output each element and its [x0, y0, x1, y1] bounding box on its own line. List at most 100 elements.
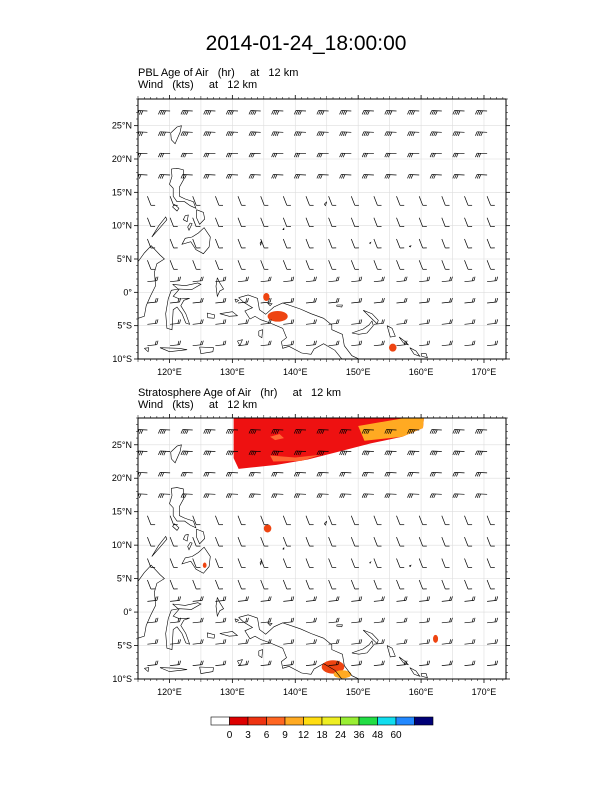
wind-barb [407, 174, 420, 179]
wind-barb [328, 238, 337, 249]
wind-barb [351, 319, 363, 325]
wind-barb [429, 429, 442, 434]
coastline [199, 666, 214, 674]
wind-barb [147, 238, 156, 249]
wind-barb [429, 152, 442, 158]
lat-tick-label: 5°N [117, 574, 132, 584]
lat-tick-label: 10°S [112, 354, 132, 364]
wind-barb [487, 298, 499, 304]
coastline [386, 645, 396, 658]
colorbar-label: 9 [282, 730, 288, 741]
coastline [144, 347, 150, 353]
wind-barb [305, 617, 317, 624]
coastline [369, 561, 372, 564]
wind-barb [475, 131, 488, 137]
coastline [336, 304, 343, 308]
wind-barb [487, 639, 499, 645]
coastline [409, 347, 421, 357]
wind-barb [305, 340, 317, 347]
wind-barb [271, 429, 284, 434]
wind-barb [418, 558, 427, 568]
colorbar-swatch [247, 716, 267, 726]
wind-barb [305, 196, 314, 206]
wind-barb [192, 238, 201, 249]
wind-barb [396, 276, 408, 283]
coastline [323, 520, 327, 526]
wind-barb [373, 536, 382, 547]
wind-barb [396, 515, 405, 526]
coastline [234, 618, 240, 623]
wind-barb [373, 579, 382, 590]
strat-blob-2 [202, 562, 207, 568]
coastline [282, 546, 285, 550]
wind-barb [305, 276, 317, 283]
wind-barb [237, 260, 246, 270]
wind-barb [361, 450, 374, 456]
wind-barb [305, 558, 314, 568]
colorbar-label: 12 [298, 730, 310, 741]
wind-barb [351, 596, 363, 602]
wind-barb [361, 110, 374, 115]
wind-barb [418, 196, 427, 206]
wind-barb [396, 639, 408, 645]
wind-barb [486, 536, 495, 547]
wind-barb [215, 596, 227, 602]
lon-tick-label: 150°E [346, 687, 371, 697]
wind-barb [158, 110, 171, 115]
wind-barb [384, 450, 397, 456]
wind-barb [441, 596, 453, 602]
coastline [420, 353, 428, 359]
wind-barb [396, 238, 405, 249]
wind-barb [260, 276, 272, 283]
wind-barb [147, 298, 159, 304]
coastline [169, 167, 197, 209]
stratosphere-tongue-region [270, 454, 321, 462]
colorbar-label: 3 [245, 730, 251, 741]
wind-barb [373, 660, 385, 666]
wind-barb [260, 260, 269, 270]
wind-barb [260, 639, 272, 645]
wind-barb [248, 472, 261, 477]
wind-barb [452, 174, 465, 179]
wind-barb [464, 660, 476, 666]
wind-barbs [138, 110, 499, 347]
colorbar-label: 48 [372, 730, 384, 741]
wind-barb [475, 110, 488, 115]
wind-barb [384, 110, 397, 115]
wind-barb [361, 493, 374, 499]
wind-barb [283, 340, 295, 347]
wind-barb [215, 238, 224, 249]
wind-barb [429, 472, 442, 477]
wind-barb [248, 450, 261, 456]
wind-barb [441, 238, 450, 249]
wind-barb [418, 217, 427, 228]
colorbar-label: 24 [335, 730, 347, 741]
coastline [206, 312, 216, 319]
wind-barb [147, 340, 159, 347]
map-frame [137, 98, 507, 360]
wind-barb [407, 472, 420, 477]
wind-barb [138, 429, 148, 434]
wind-barb [373, 238, 382, 249]
wind-barb [237, 238, 246, 249]
wind-barb [305, 217, 314, 228]
colorbar-swatch [210, 716, 230, 726]
wind-barb [441, 617, 453, 624]
wind-barb [441, 260, 450, 270]
wind-barb [282, 536, 291, 547]
wind-barb [147, 660, 159, 666]
filled-field [263, 293, 397, 352]
wind-barb [396, 196, 405, 206]
panel1-wind-label: Wind (kts) at 12 km [138, 79, 258, 91]
wind-barb [225, 110, 239, 115]
wind-barb [170, 639, 181, 645]
wind-barb [418, 238, 427, 249]
colorbar-label: 18 [316, 730, 328, 741]
wind-barb [384, 131, 397, 137]
wind-barb [350, 260, 359, 270]
wind-barb [328, 217, 337, 228]
wind-barb [407, 450, 420, 456]
wind-barb [373, 298, 385, 304]
colorbar-swatch [358, 716, 378, 726]
coastline [238, 614, 360, 679]
